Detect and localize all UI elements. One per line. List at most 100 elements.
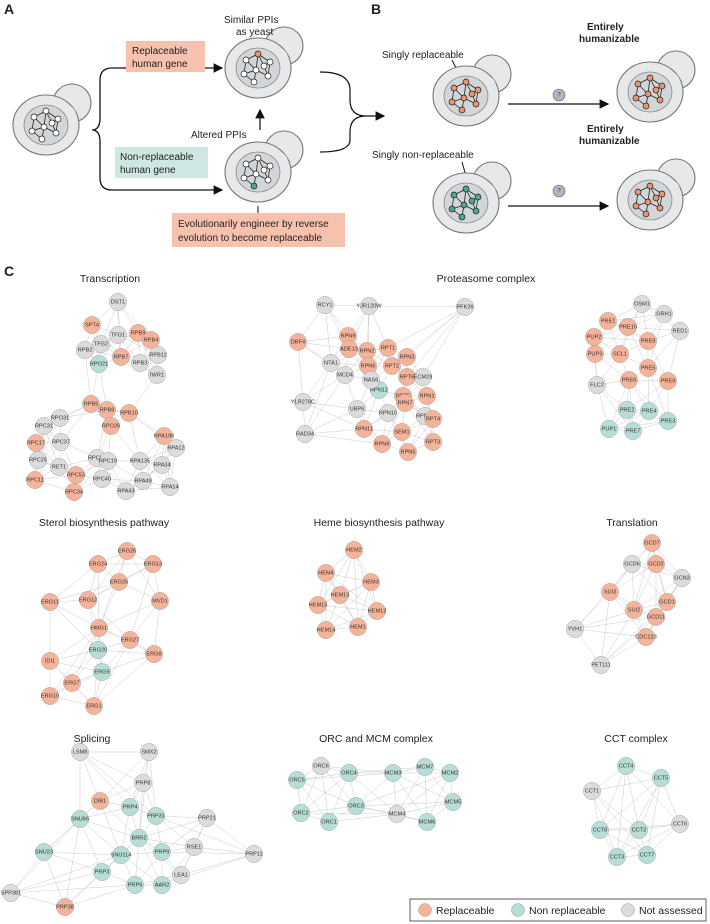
gene-node-pre2: PRE2 [618,401,636,419]
gene-node-circle [153,456,171,474]
question-icon [552,88,566,102]
gene-node-rpb11: RPB11 [149,346,167,364]
yeast-network-node [644,198,652,206]
gene-node-pre9: PRE9 [659,372,677,390]
gene-node-rpt3: RPT3 [424,433,442,451]
gene-node-label: MCM2 [442,770,458,776]
gene-node-rpt4: RPT4 [424,410,442,428]
gene-node-label: CCT8 [593,827,608,833]
gene-node-label: RPN11 [355,426,373,432]
similar-label-1: Similar PPIs [224,15,278,26]
gene-node-label: RPC40 [93,476,111,482]
gene-node-circle [416,758,434,776]
gene-node-label: PRP11 [245,851,262,857]
gene-node-label: SPP381 [1,890,22,896]
network-edge [297,341,346,376]
gene-node-label: RPA12 [167,445,184,451]
network-edge [97,563,100,629]
gene-node-red1: RED1 [671,322,689,340]
gene-node-pre8: PRE8 [639,332,657,350]
gene-node-label: RPA14 [161,484,178,490]
network-title: Splicing [74,733,111,745]
gene-node-circle [245,845,263,863]
gene-node-prp11: PRP11 [245,845,263,863]
gene-node-lsm8: LSM8 [71,743,89,761]
gene-node-label: NAS6 [364,377,379,383]
network-edge [600,609,635,666]
gene-node-label: MCM6 [419,819,435,825]
gene-node-circle [90,619,108,637]
gene-node-yjr120w: YJR120W [356,297,382,315]
network-edge [71,627,100,684]
gene-node-label: RCY1 [318,302,333,308]
gene-node-circle [424,410,442,428]
gene-node-label: NTA1 [324,360,338,366]
similar-label-2: as yeast [236,27,273,38]
gene-node-circle [611,345,629,363]
networks: TranscriptionDST1SPT4RPB9TFG1RPB4TFG2RPB… [1,273,691,916]
network-edge [153,600,161,655]
gene-node-label: RPN3 [400,354,415,360]
network-edge [93,639,131,707]
gene-node-circle [316,296,334,314]
gene-node-label: RET1 [52,464,66,470]
legend-replaceable-swatch [418,903,432,917]
yeast-network-node [632,202,640,210]
gene-node-gcd11: GCD11 [647,608,665,626]
gene-node-rpa190: RPA190 [154,427,174,445]
gene-node-circle [71,743,89,761]
gene-node-label: PRP21 [198,815,216,821]
gene-node-circle [639,359,657,377]
yeast-cell-singly-nonreplaceable [432,161,512,234]
gene-node-rpb5: RPB5 [82,395,100,413]
yeast-network-node [240,174,248,182]
gene-node-label: PRE6 [622,377,637,383]
network-edge [43,851,103,873]
gene-node-cct5: CCT5 [652,769,670,787]
gene-node-circle [647,555,665,573]
gene-node-label: ECM29 [414,374,433,380]
gene-node-rpn10: RPN10 [379,404,397,422]
gene-node-label: ORC6 [313,763,329,769]
network-edge [406,306,466,378]
gene-node-label: RPB11 [149,352,166,358]
gene-node-label: GCD11 [647,614,665,620]
gene-node-cct6: CCT6 [671,815,689,833]
network-edge [633,542,653,611]
panel-b-letter: B [371,1,381,17]
gene-node-label: PRE1 [601,318,616,324]
gene-node-label: RPA135 [130,458,150,464]
gene-node-rpt1: RPT1 [379,339,397,357]
gene-node-label: YJR120W [356,303,382,309]
engineer-line2: evolution to become replaceable [178,233,322,244]
yeast-cell-humanized-2 [616,158,696,231]
gene-node-circle [620,371,638,389]
gene-node-label: YVH1 [568,626,583,632]
gene-node-circle [35,417,53,435]
gene-node-circle [309,596,327,614]
yeast-cell-humanized-1 [616,50,696,123]
legend-nonreplaceable-swatch [511,903,525,917]
gene-node-rpa49: RPA49 [134,472,152,490]
gene-node-circle [601,583,619,601]
yeast-network-node [266,58,274,66]
gene-node-hem15: HEM15 [309,596,327,614]
gene-node-pre1: PRE1 [599,312,617,330]
network-edge [317,549,355,606]
network-edge [304,408,358,435]
yeast-network-node [260,62,268,70]
gene-node-circle [134,774,152,792]
gene-node-circle [424,433,442,451]
gene-node-label: PRE7 [626,428,641,434]
network-edge [368,305,466,308]
network-edge [79,751,131,808]
gene-node-circle [655,305,673,323]
network-title: ORC and MCM complex [319,733,434,745]
gene-node-label: PRP31 [147,813,165,819]
gene-node-label: GRH1 [656,311,672,317]
gene-node-mcm2: MCM2 [441,764,459,782]
network-edge [599,765,627,831]
network-edge [406,306,466,358]
gene-node-label: GCD6 [624,561,640,567]
network-edge [304,362,332,435]
